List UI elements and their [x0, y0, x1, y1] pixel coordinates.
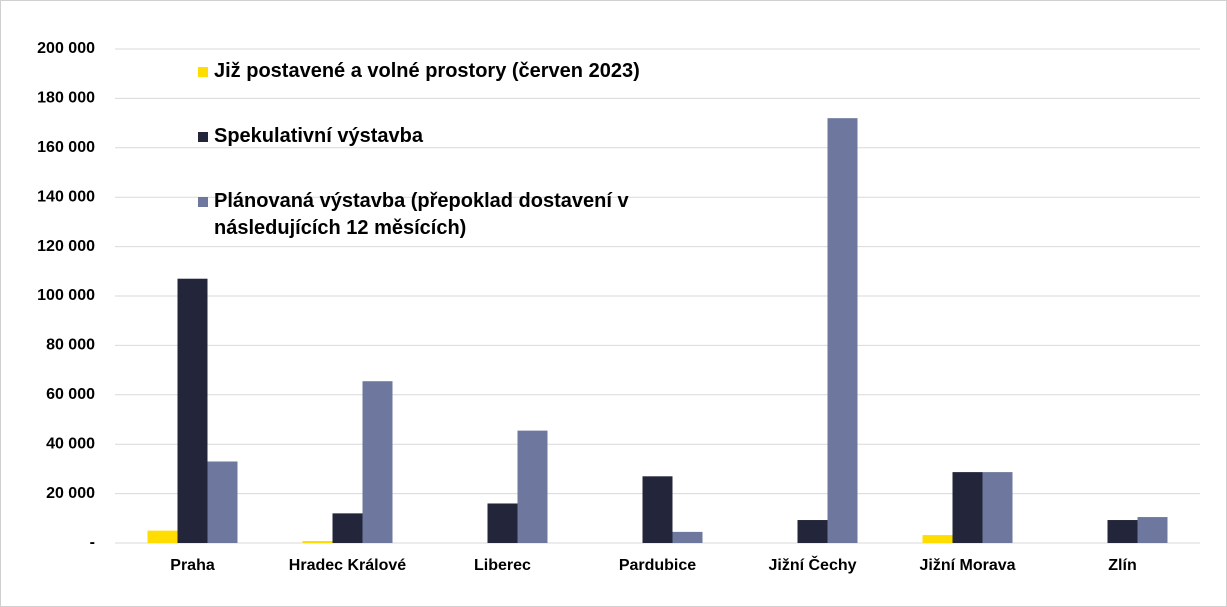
- x-tick-label: Hradec Králové: [289, 557, 406, 574]
- bar: [797, 520, 828, 543]
- x-tick-label: Jižní Čechy: [768, 555, 856, 574]
- legend-swatch: [198, 67, 208, 77]
- y-tick-label: 80 000: [46, 337, 95, 354]
- legend-item: Spekulativní výstavba: [214, 125, 423, 147]
- legend-item: Již postavené a volné prostory (červen 2…: [214, 60, 640, 82]
- x-tick-label: Pardubice: [619, 557, 696, 574]
- bar: [642, 476, 673, 543]
- y-tick-label: 20 000: [46, 485, 95, 502]
- legend-swatch: [198, 197, 208, 207]
- y-tick-label: 140 000: [37, 188, 95, 205]
- legend-label: Plánovaná výstavba (přepoklad dostavení …: [214, 190, 629, 239]
- y-tick-label: 200 000: [37, 40, 95, 57]
- bar: [672, 531, 703, 543]
- bar: [517, 430, 548, 543]
- bar: [922, 535, 953, 543]
- legend-label: Již postavené a volné prostory (červen 2…: [214, 60, 640, 82]
- y-tick-label: 160 000: [37, 139, 95, 156]
- bar: [827, 118, 858, 543]
- bar: [147, 530, 178, 543]
- y-tick-label: 180 000: [37, 90, 95, 107]
- bar: [487, 503, 518, 543]
- x-tick-label: Liberec: [474, 557, 531, 574]
- bar: [207, 461, 238, 543]
- bar: [177, 278, 208, 543]
- x-tick-label: Jižní Morava: [919, 557, 1015, 574]
- legend-swatch: [198, 132, 208, 142]
- y-tick-label: 40 000: [46, 435, 95, 452]
- bar: [332, 513, 363, 543]
- y-tick-label: 60 000: [46, 386, 95, 403]
- y-tick-label: 100 000: [37, 287, 95, 304]
- x-tick-label: Zlín: [1108, 557, 1136, 574]
- legend-label: Spekulativní výstavba: [214, 125, 423, 147]
- y-tick-label: 120 000: [37, 238, 95, 255]
- bar: [362, 381, 393, 543]
- bar: [1107, 520, 1138, 543]
- bar: [952, 472, 983, 543]
- bar: [1137, 517, 1168, 543]
- bar: [982, 472, 1013, 543]
- bar: [302, 541, 333, 543]
- legend-item: Plánovaná výstavba (přepoklad dostavení …: [214, 190, 629, 239]
- x-tick-label: Praha: [170, 557, 215, 574]
- y-tick-label: -: [90, 534, 95, 551]
